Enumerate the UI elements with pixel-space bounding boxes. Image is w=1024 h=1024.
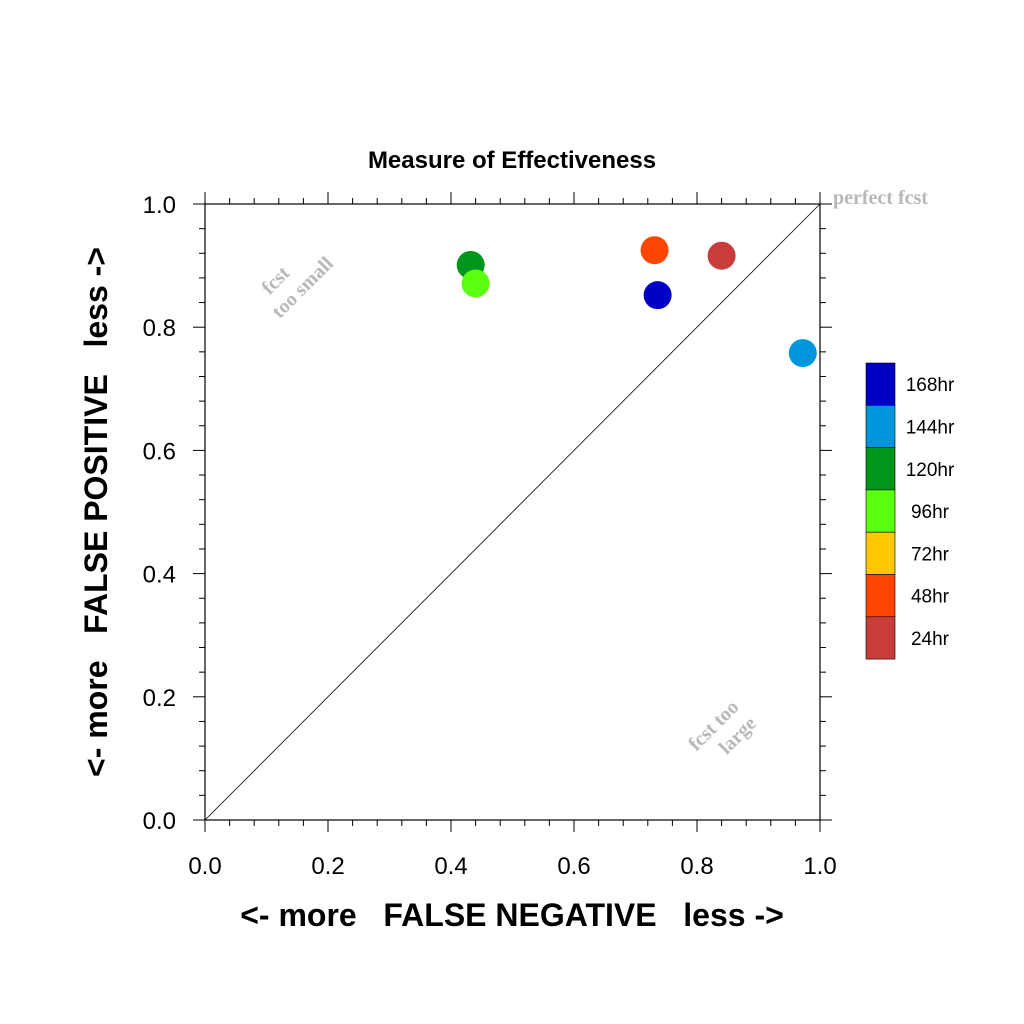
plot-frame	[204, 203, 821, 821]
legend-label-120hr: 120hr	[906, 460, 955, 481]
legend-swatch-168hr	[865, 362, 896, 406]
data-point-144hr	[788, 339, 817, 368]
legend-label-168hr: 168hr	[906, 375, 955, 396]
legend-label-48hr: 48hr	[911, 587, 950, 608]
legend-swatch-72hr	[865, 531, 896, 575]
x-tick-label: 0.0	[188, 853, 221, 880]
x-tick-label: 0.4	[434, 853, 467, 880]
perfect-forecast-label: perfect fcst	[833, 187, 928, 209]
y-tick-label: 0.4	[143, 562, 176, 589]
legend-swatch-96hr	[865, 489, 896, 533]
diagonal-line	[204, 203, 821, 821]
legend-label-72hr: 72hr	[911, 544, 950, 565]
data-point-24hr	[707, 241, 736, 270]
y-tick-label: 0.6	[143, 438, 176, 465]
x-tick-label: 0.2	[311, 853, 344, 880]
legend-label-96hr: 96hr	[911, 502, 950, 523]
legend-swatch-24hr	[865, 616, 896, 660]
legend-swatch-144hr	[865, 404, 896, 448]
y-tick-label: 0.2	[143, 685, 176, 712]
legend-swatch-48hr	[865, 574, 896, 618]
too-small-label: fcsttoo small	[251, 235, 338, 322]
legend-label-24hr: 24hr	[911, 629, 950, 650]
legend-swatch-120hr	[865, 447, 896, 491]
y-tick-label: 0.8	[143, 315, 176, 342]
y-tick-label: 0.0	[143, 808, 176, 835]
chart-title: Measure of Effectiveness	[368, 147, 656, 174]
data-point-96hr	[461, 269, 490, 298]
y-axis-label: <- more FALSE POSITIVE less ->	[78, 247, 114, 777]
x-axis-label: <- more FALSE NEGATIVE less ->	[240, 897, 784, 933]
y-tick-label: 1.0	[143, 192, 176, 219]
data-point-168hr	[643, 281, 672, 310]
data-point-48hr	[640, 236, 669, 265]
legend-label-144hr: 144hr	[906, 417, 955, 438]
too-large-label: fcst toolarge	[684, 696, 761, 773]
x-tick-label: 0.6	[557, 853, 590, 880]
x-tick-label: 1.0	[803, 853, 836, 880]
x-tick-label: 0.8	[680, 853, 713, 880]
